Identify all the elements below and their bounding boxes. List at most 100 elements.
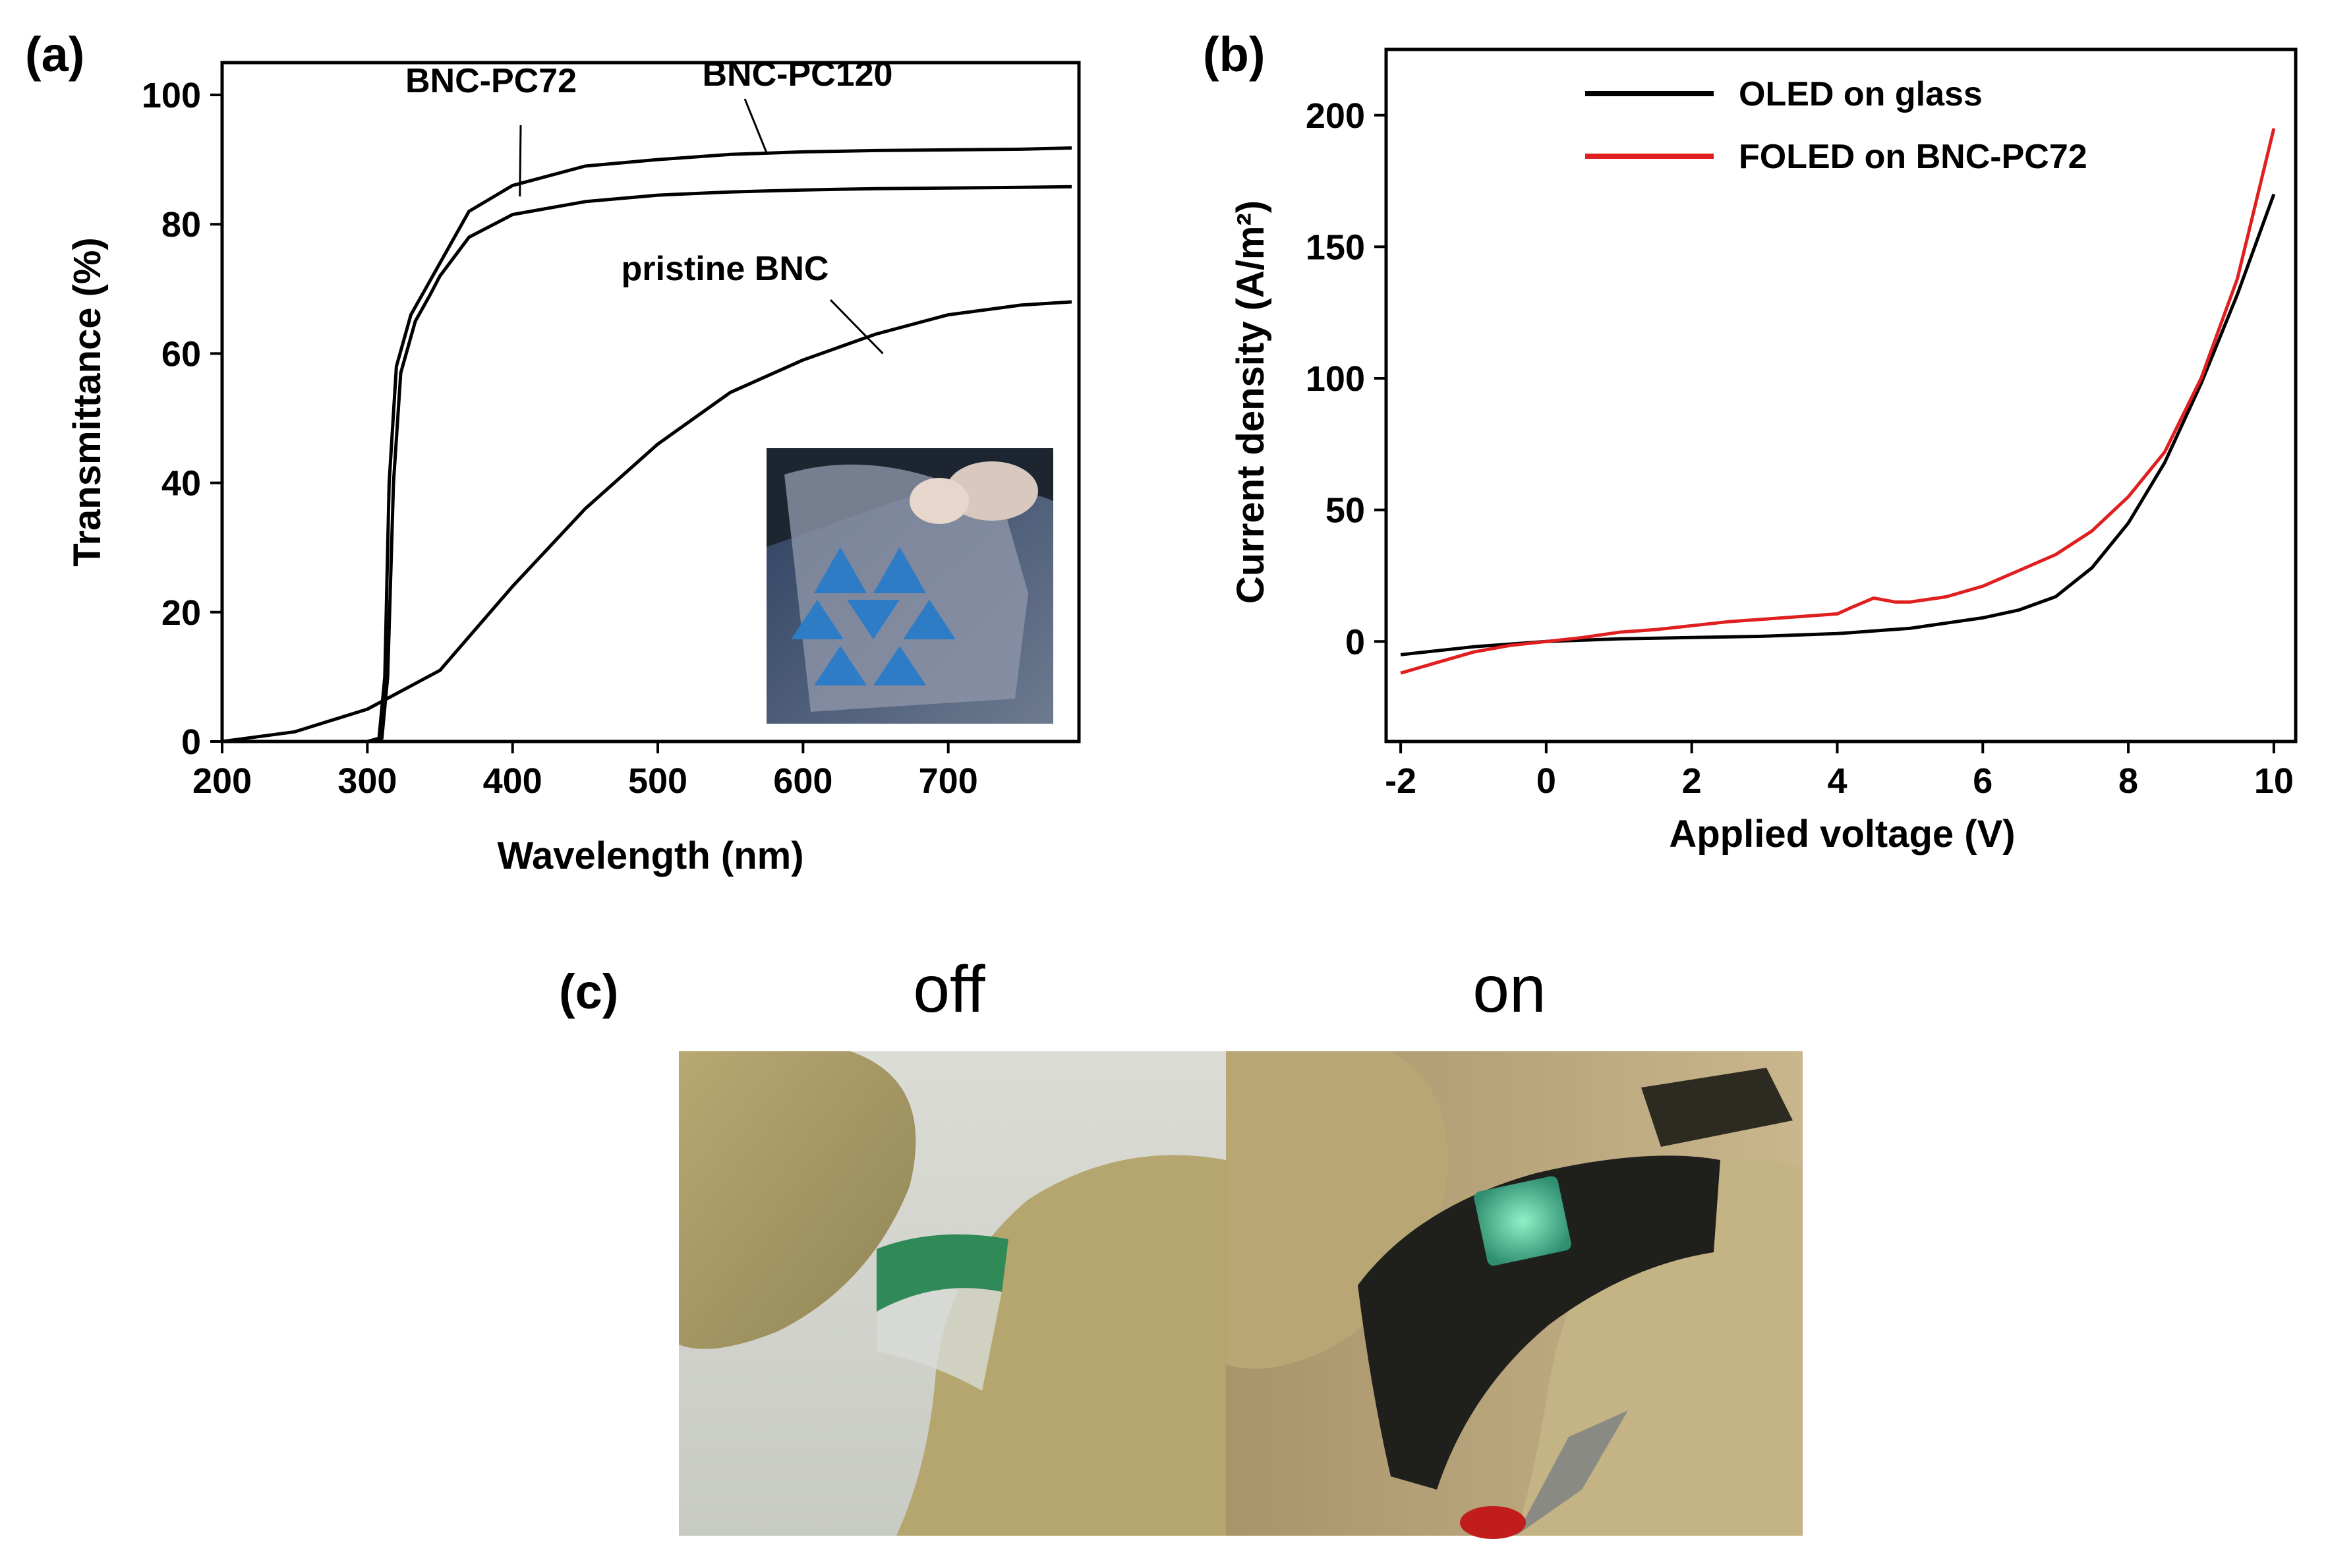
- panel-a-label: (a): [25, 27, 84, 82]
- a-point-pristine-bnc: [730, 392, 731, 393]
- a-y-tick-label: 0: [181, 722, 201, 762]
- a-inset-photo: [767, 448, 1053, 724]
- panel-c-label: (c): [559, 964, 618, 1019]
- a-x-tick-label: 600: [773, 761, 832, 801]
- b-point-foled-on-bnc-pc72: [2273, 128, 2274, 129]
- a-y-tick-label: 40: [161, 464, 201, 504]
- b-point-foled-on-bnc-pc72: [1473, 652, 1474, 653]
- b-point-foled-on-bnc-pc72: [1851, 607, 1852, 608]
- a-y-tick-label: 20: [161, 593, 201, 633]
- a-x-tick-label: 300: [337, 761, 397, 801]
- b-y-tick-label: 100: [1306, 359, 1365, 399]
- a-point-bnc-pc120: [384, 676, 385, 677]
- a-y-tick-label: 60: [161, 334, 201, 374]
- b-point-oled-on-glass: [1691, 637, 1692, 638]
- a-series-bnc-pc72: [222, 185, 1072, 743]
- a-annotation-pristine-bnc: pristine BNC: [622, 250, 829, 288]
- a-y-axis-title: Transmittance (%): [66, 237, 109, 567]
- a-point-bnc-pc72: [367, 741, 368, 742]
- a-point-bnc-pc72: [1020, 187, 1021, 188]
- plot-a-frame: [220, 61, 1081, 743]
- b-series-oled-on-glass: [1400, 193, 2276, 656]
- b-y-tick-label: 0: [1345, 622, 1365, 662]
- b-x-tick-label: 4: [1827, 761, 1847, 801]
- b-point-oled-on-glass: [1837, 633, 1838, 634]
- b-point-foled-on-bnc-pc72: [2237, 278, 2238, 279]
- b-point-foled-on-bnc-pc72: [1764, 619, 1765, 620]
- panel-a-transmittance-chart: (a) 200 300 400 500 600 700 0 20 40 60 80 100 BNC-…: [25, 27, 1081, 877]
- b-x-axis-title: Applied voltage (V): [1669, 813, 2015, 856]
- a-point-bnc-pc120: [875, 150, 876, 151]
- b-point-foled-on-bnc-pc72: [2128, 496, 2129, 497]
- a-point-pristine-bnc: [875, 334, 876, 335]
- b-point-oled-on-glass: [2055, 596, 2056, 597]
- photo-off: [679, 1051, 1226, 1536]
- b-point-foled-on-bnc-pc72: [1691, 625, 1692, 626]
- a-point-bnc-pc120: [512, 185, 513, 186]
- b-series-group: [1400, 128, 2276, 675]
- a-series-pristine-bnc: [221, 300, 1072, 743]
- a-point-pristine-bnc: [222, 741, 223, 742]
- a-x-tick-label: 200: [192, 761, 252, 801]
- b-point-oled-on-glass: [1909, 628, 1910, 629]
- b-x-tick-label: 2: [1682, 761, 1702, 801]
- legend-label-oled-glass: OLED on glass: [1739, 75, 1983, 113]
- a-x-axis-title: Wavelength (nm): [497, 834, 803, 877]
- a-x-ticks: 200 300 400 500 600 700: [192, 741, 978, 801]
- b-point-foled-on-bnc-pc72: [1655, 629, 1656, 630]
- caption-on: on: [1472, 952, 1546, 1026]
- a-point-bnc-pc120: [730, 154, 731, 155]
- a-y-ticks: 0 20 40 60 80 100: [142, 76, 222, 762]
- a-annotation-bnc-pc120: BNC-PC120: [703, 55, 893, 94]
- a-point-bnc-pc72: [415, 321, 416, 322]
- caption-off: off: [913, 952, 985, 1026]
- b-y-tick-label: 150: [1306, 227, 1365, 267]
- b-x-ticks: -2 0 2 4 6 8 10: [1385, 741, 2294, 801]
- a-y-tick-label: 100: [142, 76, 201, 115]
- a-x-tick-label: 500: [628, 761, 687, 801]
- b-y-tick-label: 200: [1306, 96, 1365, 136]
- b-y-axis-title: Current density (A/m²): [1229, 200, 1272, 604]
- b-x-tick-label: 10: [2254, 761, 2294, 801]
- b-point-foled-on-bnc-pc72: [2055, 554, 2056, 555]
- b-y-ticks: 0 50 100 150 200: [1306, 96, 1386, 662]
- b-point-oled-on-glass: [1764, 636, 1765, 637]
- b-point-foled-on-bnc-pc72: [1509, 645, 1510, 646]
- a-point-bnc-pc120: [396, 366, 397, 367]
- a-annotations: BNC-PC72 BNC-PC120 pristine BNC: [405, 55, 893, 355]
- a-point-bnc-pc120: [1020, 149, 1021, 150]
- a-x-tick-label: 700: [919, 761, 978, 801]
- a-annotation-leader: [519, 125, 522, 197]
- legend-label-foled: FOLED on BNC-PC72: [1739, 138, 2087, 176]
- a-annotation-leader: [829, 299, 884, 355]
- b-point-foled-on-bnc-pc72: [2019, 570, 2020, 571]
- plot-b-frame: [1384, 47, 2298, 743]
- a-series-group: [221, 146, 1072, 743]
- b-point-foled-on-bnc-pc72: [1946, 596, 1947, 597]
- b-y-tick-label: 50: [1325, 491, 1365, 531]
- a-point-pristine-bnc: [367, 709, 368, 710]
- panel-b-label: (b): [1203, 27, 1265, 82]
- panel-b-current-density-chart: (b) -2 0 2 4 6 8 10 0 50 100 150 200 Applied volta…: [1203, 27, 2298, 856]
- a-x-tick-label: 400: [483, 761, 542, 801]
- photo-on: [1226, 1051, 1803, 1539]
- a-point-bnc-pc120: [389, 482, 390, 483]
- a-annotation-leader: [743, 98, 768, 154]
- b-point-foled-on-bnc-pc72: [1437, 662, 1438, 663]
- b-x-tick-label: -2: [1385, 761, 1416, 801]
- a-y-tick-label: 80: [161, 205, 201, 245]
- b-x-tick-label: 6: [1973, 761, 1992, 801]
- b-legend: OLED on glass FOLED on BNC-PC72: [1585, 75, 2087, 176]
- b-series-foled-on-bnc-pc72: [1400, 128, 2276, 675]
- b-point-oled-on-glass: [2091, 567, 2092, 568]
- panel-c-photos: (c) off on: [559, 952, 1803, 1539]
- a-point-pristine-bnc: [512, 586, 513, 587]
- a-point-bnc-pc72: [393, 482, 394, 483]
- b-point-oled-on-glass: [2237, 294, 2238, 295]
- b-point-oled-on-glass: [1946, 623, 1947, 624]
- b-x-tick-label: 0: [1536, 761, 1556, 801]
- b-x-tick-label: 8: [2118, 761, 2138, 801]
- a-annotation-bnc-pc72: BNC-PC72: [405, 62, 577, 100]
- a-point-bnc-pc72: [512, 214, 513, 215]
